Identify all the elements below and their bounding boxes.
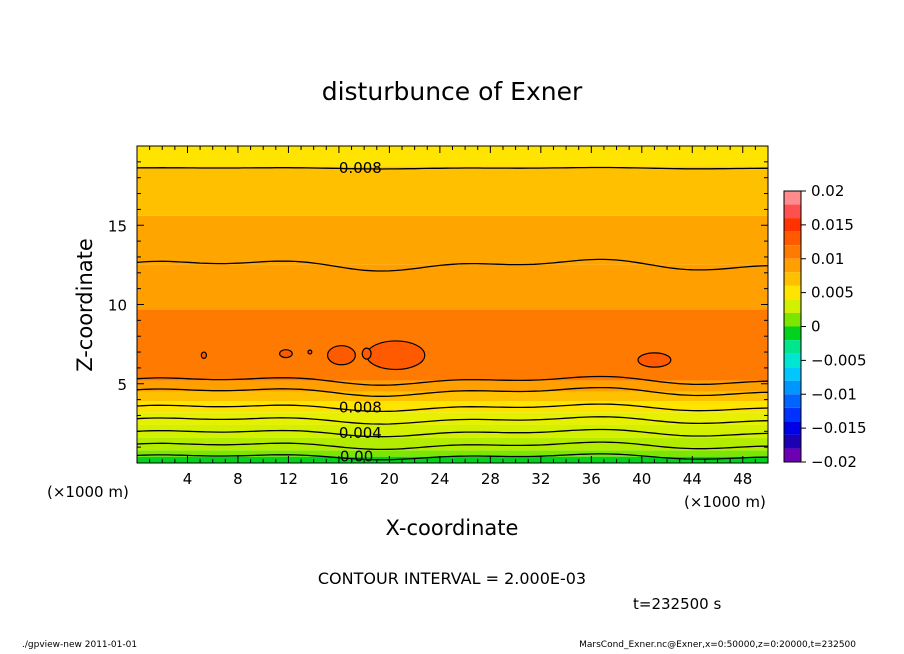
footer-right: MarsCond_Exner.nc@Exner,x=0:50000,z=0:20… [579,640,856,650]
colorbar-levels [784,191,801,462]
high-cell-2 [361,347,372,360]
band-9 [137,264,768,310]
contour-line-2 [137,375,768,386]
x-unit-right: (×1000 m) [684,493,766,511]
high-cell-3 [637,352,672,368]
contour-label-0: 0.008 [339,159,382,177]
high-cells [200,340,672,371]
high-cell-1 [326,345,356,366]
band-4 [137,412,768,425]
contour-labels: 0.008 0.008 0.004 0.00 [339,159,382,466]
colorbar-label-2: 0.01 [811,250,844,268]
colorbar-label-7: −0.015 [811,419,867,437]
colorbar-level-0 [784,191,801,205]
band-8 [137,309,768,381]
colorbar-level-12 [784,353,801,368]
colorbar-level-15 [784,394,801,408]
x-tick-label-3: 16 [329,470,348,488]
band-10 [137,215,768,265]
high-cell-6 [307,349,313,355]
colorbar-label-5: −0.005 [811,351,867,369]
y-tick-label-0: 5 [117,376,127,394]
high-cell-5 [200,351,208,359]
colorbar-level-10 [784,326,801,341]
x-tick-label-6: 28 [481,470,500,488]
x-tick-label-1: 8 [233,470,243,488]
colorbar-label-4: 0 [811,318,821,336]
x-tick-label-9: 40 [632,470,651,488]
x-tick-label-11: 48 [733,470,752,488]
high-cell-0 [366,340,426,371]
colorbar-label-1: 0.015 [811,216,854,234]
colorbar: 0.02 0.015 0.01 0.005 0 −0.005 −0.01 −0.015 −0.0… [783,182,867,471]
contour-label-2: 0.004 [339,424,382,442]
x-tick-label-2: 12 [279,470,298,488]
plot-area [137,146,768,463]
colorbar-label-3: 0.005 [811,284,854,302]
contour-line-6 [137,428,768,438]
band-7 [137,380,768,392]
colorbar-level-14 [784,380,801,395]
color-bands [137,146,768,463]
colorbar-level-18 [784,434,801,449]
x-tick-label-8: 36 [582,470,601,488]
contour-line-1 [137,258,768,272]
colorbar-level-19 [784,448,801,462]
x-tick-label-10: 44 [683,470,702,488]
band-6 [137,391,768,402]
y-axis-ticks: 5 10 15 [108,161,768,448]
colorbar-level-8 [784,299,801,313]
colorbar-level-16 [784,407,801,422]
contour-interval-note: CONTOUR INTERVAL = 2.000E-03 [318,569,586,588]
colorbar-label-0: 0.02 [811,182,844,200]
contour-label-1: 0.008 [339,399,382,417]
x-tick-label-7: 32 [531,470,550,488]
x-axis-label: X-coordinate [386,516,519,540]
contour-line-7 [137,441,768,451]
x-unit-left: (×1000 m) [47,483,129,501]
contour-line-0 [137,166,768,170]
colorbar-level-5 [784,258,801,273]
colorbar-label-8: −0.02 [811,453,857,471]
time-note: t=232500 s [633,595,721,613]
band-12 [137,146,768,167]
band-11 [137,166,768,216]
footer-left: ./gpview-new 2011-01-01 [22,640,138,650]
colorbar-level-11 [784,340,801,354]
contour-lines [137,166,768,461]
chart-title: disturbunce of Exner [322,77,583,106]
colorbar-level-4 [784,245,801,259]
colorbar-level-17 [784,421,801,435]
colorbar-level-7 [784,285,801,300]
y-axis-label: Z-coordinate [73,238,97,372]
colorbar-label-6: −0.01 [811,385,857,403]
colorbar-level-2 [784,218,801,232]
band-3 [137,424,768,438]
colorbar-level-3 [784,231,801,246]
colorbar-level-1 [784,204,801,219]
x-axis-ticks: 4 8 12 16 20 24 28 32 36 40 44 48 [149,146,756,488]
contour-line-5 [137,416,768,425]
contour-line-4 [137,403,768,413]
y-tick-label-1: 10 [108,297,127,315]
band-2 [137,437,768,451]
colorbar-labels: 0.02 0.015 0.01 0.005 0 −0.005 −0.01 −0.015 −0.0… [801,182,867,471]
contour-label-3: 0.00 [340,448,373,466]
colorbar-level-13 [784,367,801,381]
contour-line-3 [137,386,768,397]
band-1 [137,450,768,457]
y-tick-label-2: 15 [108,217,127,235]
x-tick-label-0: 4 [183,470,193,488]
high-cell-4 [279,349,293,359]
x-tick-label-4: 20 [380,470,399,488]
colorbar-level-9 [784,312,801,327]
contour-line-8 [137,453,768,461]
x-tick-label-5: 24 [430,470,449,488]
colorbar-level-6 [784,272,801,286]
